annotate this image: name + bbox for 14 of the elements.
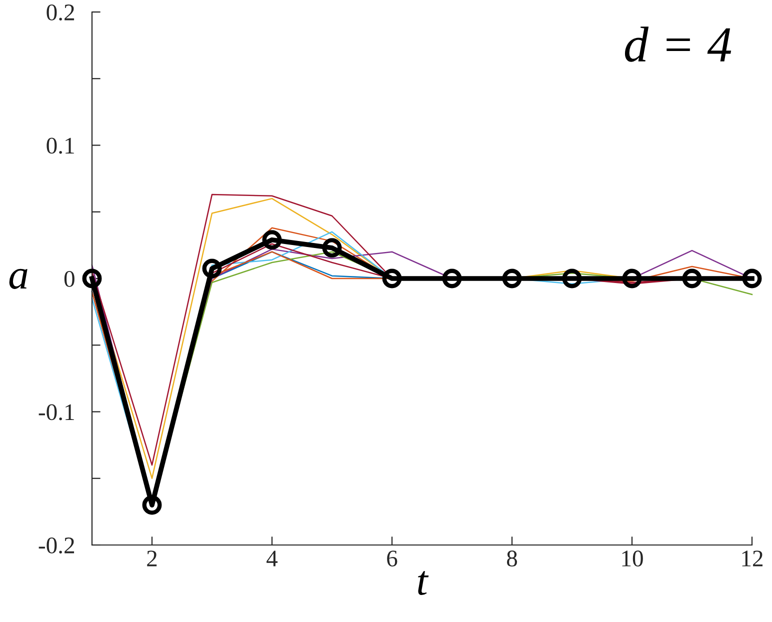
y-tick-label: -0.2	[38, 537, 74, 554]
x-axis-title: t	[418, 571, 429, 596]
x-tick-label: 2	[147, 550, 157, 566]
y-tick-label: 0.2	[46, 4, 74, 21]
x-tick-label: 8	[506, 550, 518, 566]
y-axis-title: a	[9, 268, 28, 289]
y-tick-label: 0.1	[46, 138, 74, 154]
x-tick-label: 10	[622, 550, 643, 566]
x-tick-label: 4	[266, 550, 278, 566]
y-tick-label: 0	[64, 270, 74, 287]
annotation: d = 4	[624, 26, 732, 62]
x-tick-label: 6	[387, 550, 398, 566]
y-tick-label: -0.1	[38, 404, 74, 420]
x-tick-label: 12	[742, 550, 763, 566]
